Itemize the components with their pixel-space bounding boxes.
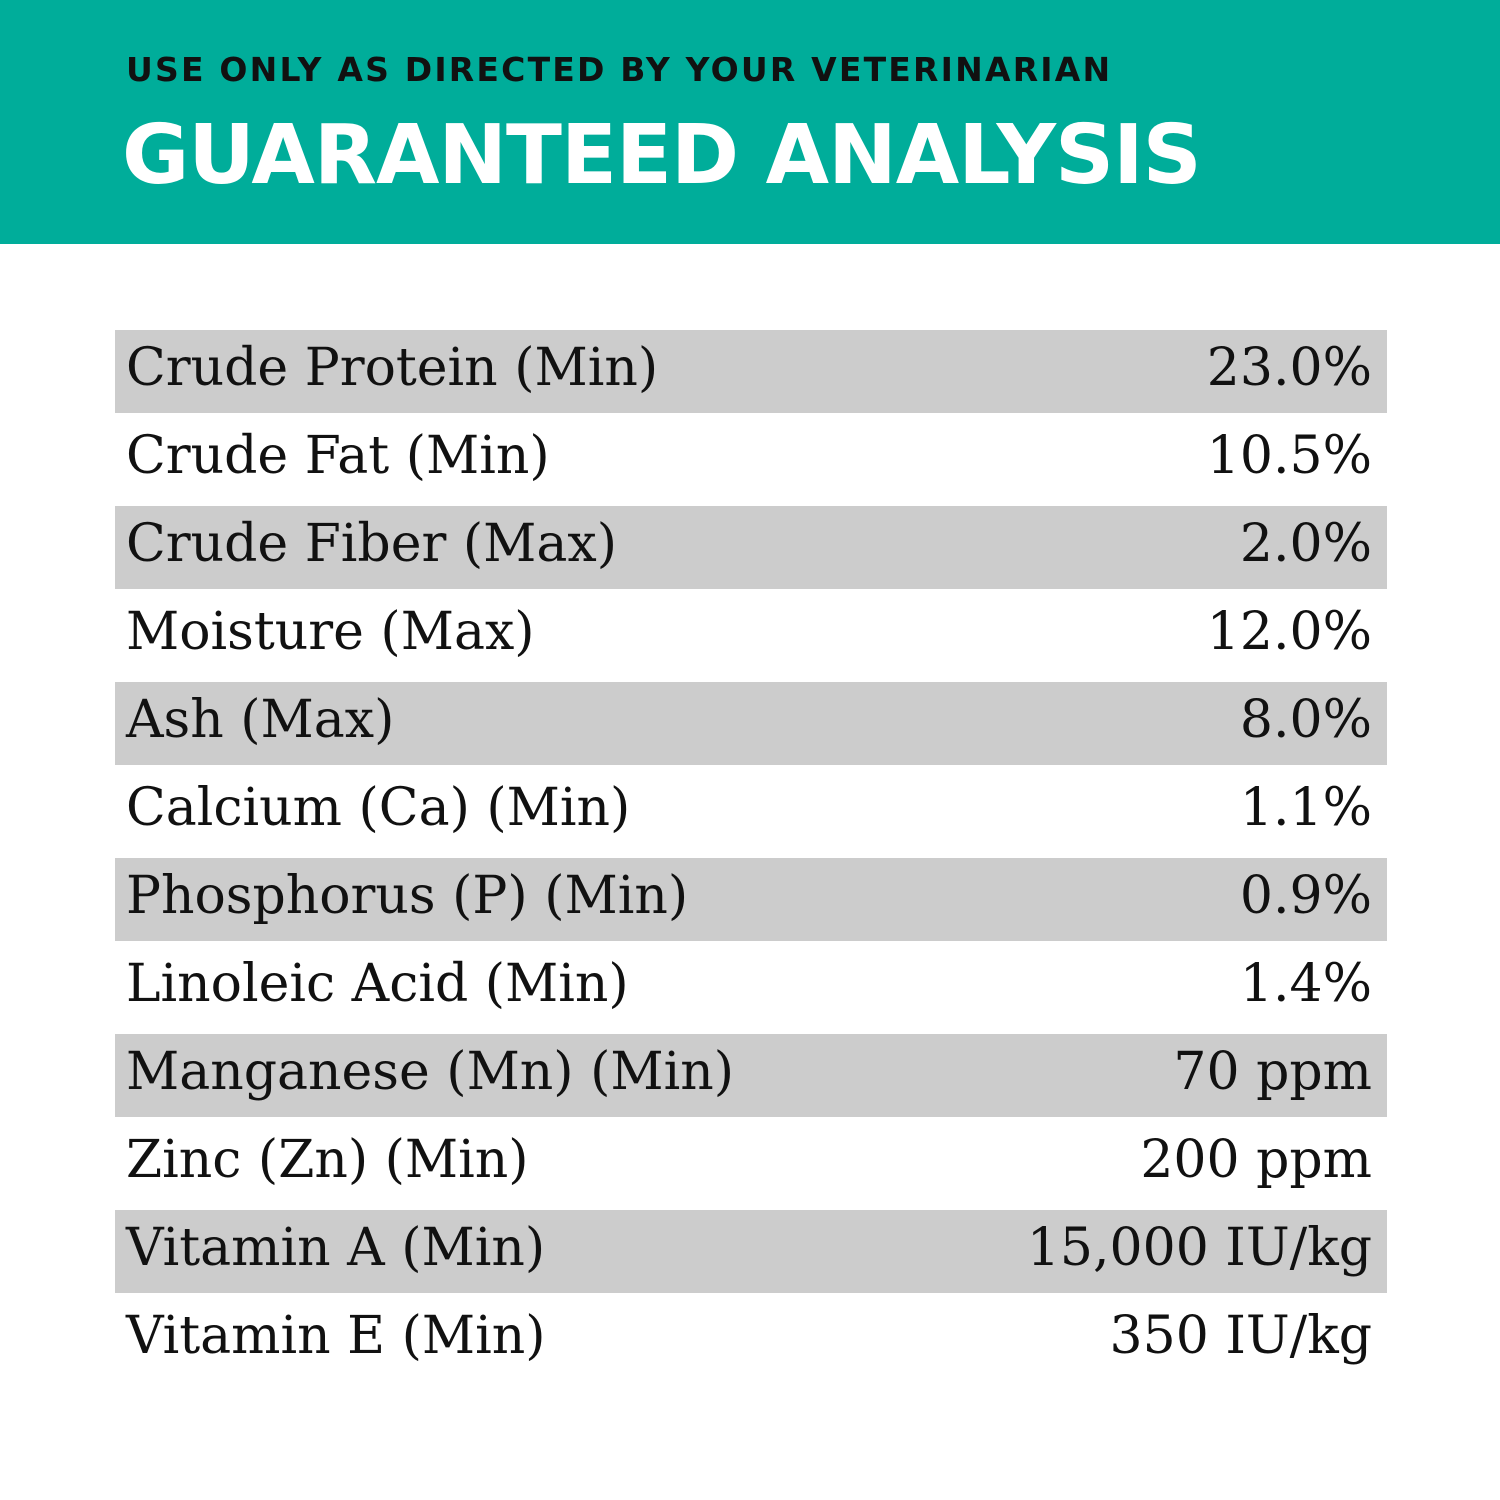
nutrient-value: 1.1% [1239,778,1372,838]
table-row: Crude Fiber (Max) 2.0% [115,506,1387,594]
table-row: Vitamin E (Min) 350 IU/kg [115,1298,1387,1386]
nutrient-value: 0.9% [1239,866,1372,926]
nutrient-label: Calcium (Ca) (Min) [126,778,631,838]
table-row: Moisture (Max) 12.0% [115,594,1387,682]
header-banner: USE ONLY AS DIRECTED BY YOUR VETERINARIA… [0,0,1500,244]
table-row: Crude Fat (Min) 10.5% [115,418,1387,506]
analysis-table: Crude Protein (Min) 23.0% Crude Fat (Min) 1… [115,330,1387,1386]
nutrient-value: 12.0% [1206,602,1372,662]
table-row: Linoleic Acid (Min) 1.4% [115,946,1387,1034]
table-row: Crude Protein (Min) 23.0% [115,330,1387,418]
table-row: Zinc (Zn) (Min) 200 ppm [115,1122,1387,1210]
nutrient-label: Phosphorus (P) (Min) [126,866,689,926]
nutrient-label: Vitamin E (Min) [126,1306,546,1366]
page-title: GUARANTEED ANALYSIS [122,108,1202,203]
nutrient-label: Crude Fat (Min) [126,426,550,486]
nutrient-label: Manganese (Mn) (Min) [126,1042,735,1102]
table-row: Ash (Max) 8.0% [115,682,1387,770]
nutrient-label: Ash (Max) [126,690,395,750]
nutrient-label: Moisture (Max) [126,602,535,662]
nutrient-label: Vitamin A (Min) [126,1218,546,1278]
nutrient-label: Zinc (Zn) (Min) [126,1130,529,1190]
nutrient-label: Crude Protein (Min) [126,338,659,398]
nutrient-value: 200 ppm [1140,1130,1372,1190]
nutrient-value: 10.5% [1206,426,1372,486]
nutrient-value: 23.0% [1206,338,1372,398]
nutrient-value: 70 ppm [1173,1042,1372,1102]
nutrient-value: 2.0% [1239,514,1372,574]
nutrient-value: 1.4% [1239,954,1372,1014]
table-row: Manganese (Mn) (Min) 70 ppm [115,1034,1387,1122]
nutrient-value: 350 IU/kg [1109,1306,1372,1366]
table-row: Vitamin A (Min) 15,000 IU/kg [115,1210,1387,1298]
table-row: Calcium (Ca) (Min) 1.1% [115,770,1387,858]
directions-subtitle: USE ONLY AS DIRECTED BY YOUR VETERINARIA… [126,50,1113,89]
nutrient-label: Linoleic Acid (Min) [126,954,629,1014]
nutrient-value: 15,000 IU/kg [1026,1218,1372,1278]
nutrient-value: 8.0% [1239,690,1372,750]
nutrient-label: Crude Fiber (Max) [126,514,618,574]
table-row: Phosphorus (P) (Min) 0.9% [115,858,1387,946]
